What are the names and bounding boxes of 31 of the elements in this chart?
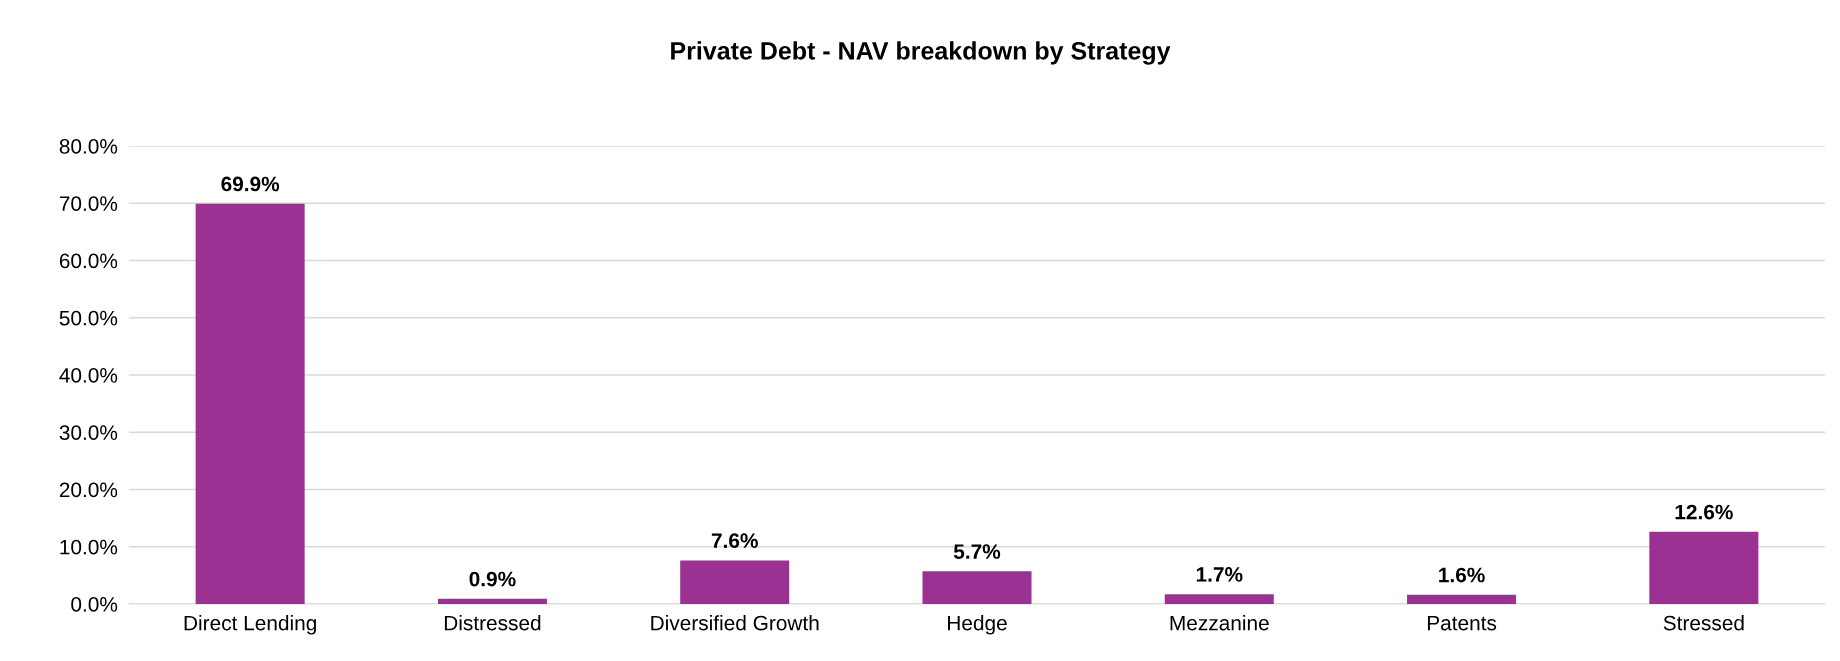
- data-label: 7.6%: [711, 533, 758, 549]
- x-tick-label: Hedge: [948, 615, 1007, 635]
- x-tick-label: Direct Lending: [184, 615, 316, 635]
- x-tick-label: Distressed: [444, 615, 541, 631]
- data-label: 12.6%: [1675, 504, 1733, 520]
- data-label: 5.7%: [953, 544, 1001, 559]
- x-tick-label: Diversified Growth: [651, 615, 819, 631]
- bar: [1164, 594, 1274, 604]
- y-tick-label: 30.0%: [59, 425, 118, 440]
- y-tick-label: 50.0%: [59, 310, 118, 326]
- bar: [680, 560, 790, 604]
- data-label: 1.7%: [1196, 567, 1243, 582]
- bar: [195, 203, 305, 604]
- y-tick-label: 60.0%: [59, 253, 118, 269]
- bar: [922, 571, 1032, 604]
- y-tick-label: 20.0%: [59, 482, 118, 498]
- y-tick-label: 0.0%: [71, 597, 118, 612]
- y-tick-label: 80.0%: [59, 139, 118, 154]
- bar: [1407, 594, 1517, 604]
- bar: [1649, 531, 1759, 604]
- x-tick-label: Mezzanine: [1170, 615, 1269, 631]
- data-label: 0.9%: [469, 571, 516, 587]
- data-label: 1.6%: [1439, 567, 1485, 583]
- y-tick-label: 10.0%: [60, 539, 118, 555]
- y-tick-label: 40.0%: [59, 368, 118, 383]
- x-tick-label: Patents: [1427, 615, 1497, 631]
- chart-title: Private Debt - NAV breakdown by Strategy: [671, 41, 1171, 65]
- x-tick-label: Stressed: [1663, 615, 1744, 631]
- data-label: 69.9%: [221, 176, 280, 192]
- bar: [437, 598, 547, 604]
- y-tick-label: 70.0%: [59, 196, 118, 211]
